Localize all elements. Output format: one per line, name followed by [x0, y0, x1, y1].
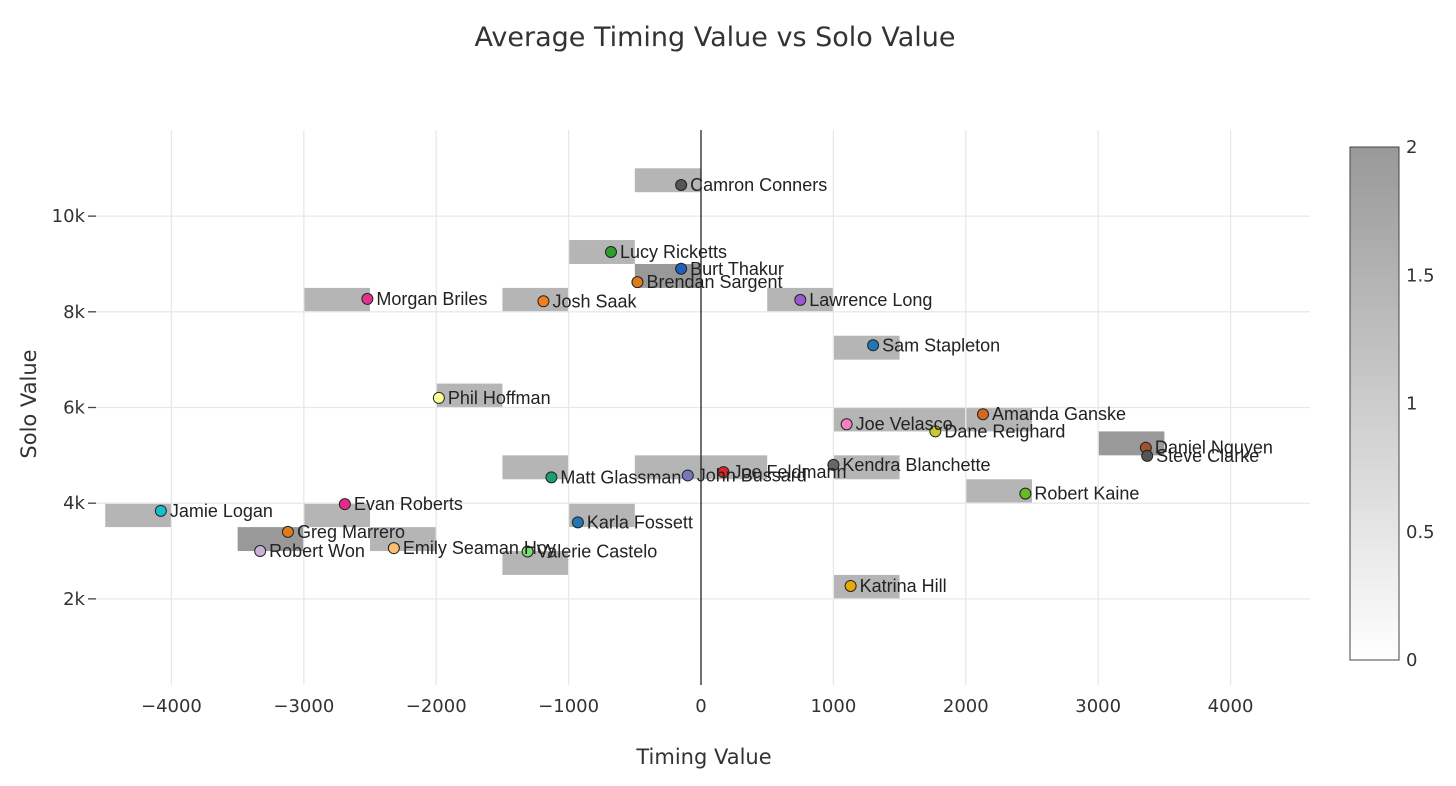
data-point[interactable] [338, 498, 351, 511]
data-point[interactable] [571, 516, 584, 529]
data-label: Jamie Logan [170, 501, 273, 521]
data-label: Matt Glassman [560, 467, 681, 487]
y-tick-label: 6k [63, 398, 85, 419]
x-tick-label: −2000 [406, 696, 467, 717]
y-axis-title: Solo Value [17, 349, 41, 458]
data-point[interactable] [154, 504, 167, 517]
x-tick-label: 3000 [1075, 696, 1121, 717]
y-axis: 2k 4k 6k 8k 10k [52, 206, 96, 610]
data-point[interactable] [840, 418, 853, 431]
heatmap-cell [568, 240, 635, 264]
data-label: Evan Roberts [354, 494, 463, 514]
x-tick-label: 2000 [943, 696, 989, 717]
heatmap-cell [303, 287, 371, 312]
data-label: Camron Conners [690, 175, 827, 195]
data-point[interactable] [1141, 449, 1154, 462]
heatmap-cell [965, 479, 1032, 504]
heatmap-cell [303, 503, 371, 528]
heatmap-cell [436, 383, 503, 408]
data-point[interactable] [387, 542, 400, 555]
data-label: Karla Fossett [587, 512, 693, 532]
chart-title: Average Timing Value vs Solo Value [474, 22, 955, 53]
x-axis: −4000 −3000 −2000 −1000 0 1000 2000 3000 4000 [141, 696, 1253, 717]
colorbar-tick-label: 0.5 [1406, 522, 1435, 543]
x-tick-label: −4000 [141, 696, 202, 717]
colorbar-tick-label: 0 [1406, 650, 1417, 671]
data-label: Greg Marrero [297, 522, 405, 542]
data-label: Robert Kaine [1034, 484, 1139, 504]
x-axis-title: Timing Value [635, 745, 771, 769]
colorbar-tick-label: 1.5 [1406, 265, 1435, 286]
heatmap-cell [899, 407, 966, 432]
data-label: Katrina Hill [860, 576, 947, 596]
data-point[interactable] [867, 339, 880, 352]
heatmap-cell [833, 455, 900, 480]
x-tick-label: −3000 [273, 696, 334, 717]
density-heatmap [105, 168, 1165, 599]
data-label: Kendra Blanchette [842, 455, 990, 475]
x-tick-label: 4000 [1208, 696, 1254, 717]
y-tick-label: 8k [63, 302, 85, 323]
heatmap-cell [502, 287, 569, 312]
data-label: Joe Feldmann [733, 462, 847, 482]
data-label: Steve Clarke [1156, 446, 1259, 466]
data-label: Emily Seaman Hoy [403, 538, 556, 558]
data-point[interactable] [521, 545, 534, 558]
heatmap-cell [105, 503, 172, 528]
data-label: Burt Thakur [690, 259, 784, 279]
data-point[interactable] [976, 408, 989, 421]
data-label: John Bussard [697, 465, 807, 485]
heatmap-cell [502, 455, 569, 480]
data-label: Morgan Briles [376, 289, 487, 309]
data-point[interactable] [675, 179, 688, 192]
y-tick-label: 4k [63, 493, 85, 514]
data-point[interactable] [254, 545, 267, 558]
data-label: Robert Won [269, 541, 365, 561]
data-point[interactable] [675, 262, 688, 275]
data-point[interactable] [281, 525, 294, 538]
colorbar-tick-label: 2 [1406, 137, 1417, 158]
data-label: Josh Saak [552, 291, 637, 311]
data-point[interactable] [545, 471, 558, 484]
data-label: Amanda Ganske [992, 404, 1126, 424]
colorbar: 0 0.5 1 1.5 2 [1349, 137, 1435, 671]
heatmap-cell [568, 503, 635, 528]
x-tick-label: −1000 [538, 696, 599, 717]
heatmap-cell [370, 527, 437, 552]
data-point[interactable] [794, 293, 807, 306]
data-points [154, 179, 1154, 592]
data-point[interactable] [604, 246, 617, 259]
data-point[interactable] [631, 276, 644, 289]
y-tick-label: 10k [52, 206, 86, 227]
data-point[interactable] [681, 469, 694, 482]
data-point[interactable] [827, 458, 840, 471]
heatmap-cell [502, 551, 569, 575]
x-tick-label: 0 [695, 696, 706, 717]
data-point[interactable] [717, 466, 730, 479]
x-tick-label: 1000 [810, 696, 856, 717]
heatmap-cell [701, 455, 768, 480]
data-label: Daniel Nguyen [1155, 438, 1273, 458]
data-point[interactable] [537, 295, 550, 308]
data-point[interactable] [361, 292, 374, 305]
data-label: Valerie Castelo [537, 542, 658, 562]
data-point[interactable] [929, 425, 942, 438]
data-label: Sam Stapleton [882, 335, 1000, 355]
heatmap-cell [833, 335, 900, 360]
data-label: Joe Velasco [856, 414, 953, 434]
data-label: Brendan Sargent [646, 272, 782, 292]
data-label: Lucy Ricketts [620, 242, 727, 262]
data-label: Phil Hoffman [448, 388, 551, 408]
data-label: Lawrence Long [809, 290, 932, 310]
data-point[interactable] [844, 579, 857, 592]
data-point[interactable] [432, 391, 445, 404]
y-tick-label: 2k [63, 589, 85, 610]
colorbar-tick-label: 1 [1406, 394, 1417, 415]
data-label: Dane Reighard [944, 421, 1065, 441]
data-point[interactable] [1019, 487, 1032, 500]
colorbar-gradient [1349, 146, 1400, 661]
colorbar-ticks: 0 0.5 1 1.5 2 [1406, 137, 1435, 671]
